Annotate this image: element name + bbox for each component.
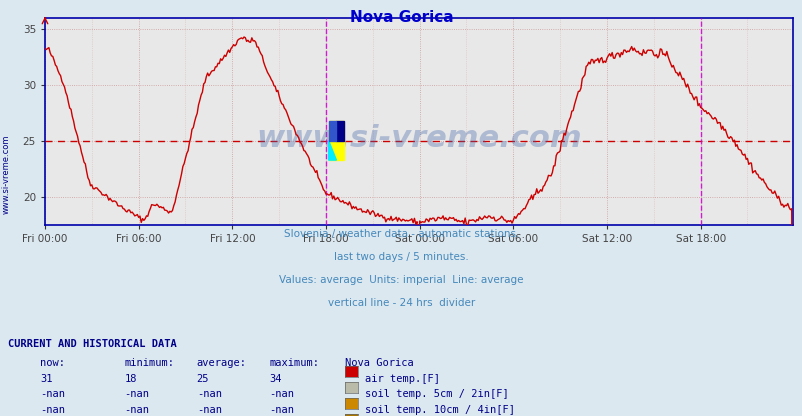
Text: CURRENT AND HISTORICAL DATA: CURRENT AND HISTORICAL DATA	[8, 339, 176, 349]
Text: 18: 18	[124, 374, 137, 384]
Text: minimum:: minimum:	[124, 358, 174, 368]
Text: www.si-vreme.com: www.si-vreme.com	[2, 135, 11, 215]
Text: -nan: -nan	[40, 389, 65, 399]
Text: 31: 31	[40, 374, 53, 384]
Text: Values: average  Units: imperial  Line: average: Values: average Units: imperial Line: av…	[279, 275, 523, 285]
Text: www.si-vreme.com: www.si-vreme.com	[256, 124, 581, 153]
Text: maximum:: maximum:	[269, 358, 318, 368]
Text: -nan: -nan	[269, 389, 294, 399]
Text: -nan: -nan	[124, 389, 149, 399]
Polygon shape	[336, 121, 344, 141]
Text: -nan: -nan	[124, 405, 149, 415]
Text: 34: 34	[269, 374, 282, 384]
Text: last two days / 5 minutes.: last two days / 5 minutes.	[334, 252, 468, 262]
Text: average:: average:	[196, 358, 246, 368]
Polygon shape	[328, 121, 336, 141]
Text: -nan: -nan	[40, 405, 65, 415]
Text: soil temp. 5cm / 2in[F]: soil temp. 5cm / 2in[F]	[364, 389, 508, 399]
Text: vertical line - 24 hrs  divider: vertical line - 24 hrs divider	[327, 298, 475, 308]
Text: -nan: -nan	[196, 405, 221, 415]
Text: soil temp. 10cm / 4in[F]: soil temp. 10cm / 4in[F]	[364, 405, 514, 415]
Text: now:: now:	[40, 358, 65, 368]
Text: Nova Gorica: Nova Gorica	[349, 10, 453, 25]
Text: Nova Gorica: Nova Gorica	[345, 358, 414, 368]
Text: air temp.[F]: air temp.[F]	[364, 374, 439, 384]
Text: -nan: -nan	[269, 405, 294, 415]
Text: 25: 25	[196, 374, 209, 384]
Bar	[328, 121, 344, 160]
Text: -nan: -nan	[196, 389, 221, 399]
Text: Slovenia / weather data - automatic stations.: Slovenia / weather data - automatic stat…	[283, 229, 519, 239]
Polygon shape	[328, 141, 336, 160]
